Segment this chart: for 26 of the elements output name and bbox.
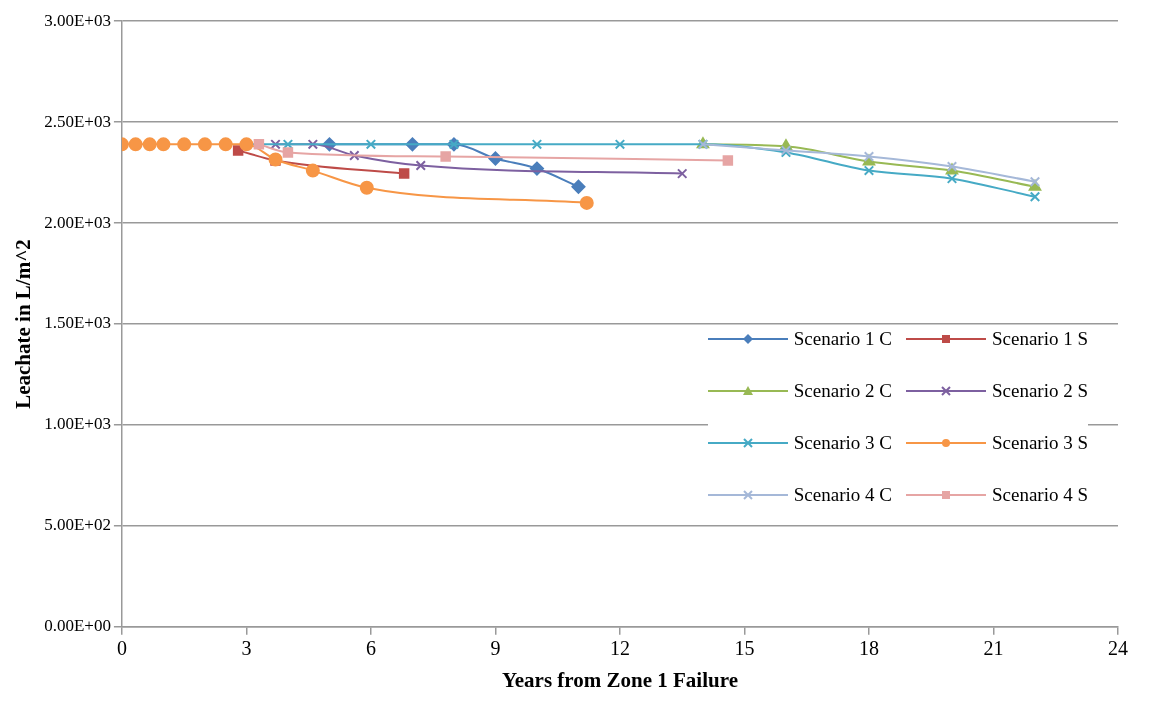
x-tick-label: 21 [983, 637, 1004, 660]
x-axis-title: Years from Zone 1 Failure [501, 667, 738, 692]
y-tick-label: 1.50E+03 [44, 313, 111, 333]
y-tick-label: 3.00E+03 [44, 10, 111, 30]
x-tick-label: 24 [1108, 637, 1128, 660]
y-tick-label: 1.00E+03 [44, 414, 111, 434]
legend-label: Scenario 1 S [991, 328, 1088, 350]
y-axis-title: Leachate in L/m^2 [11, 239, 36, 409]
x-tick-label: 15 [734, 637, 755, 660]
legend-label: Scenario 3 C [793, 432, 892, 454]
y-tick-label: 5.00E+02 [44, 515, 111, 535]
y-tick-label: 2.50E+03 [44, 111, 111, 131]
x-tick-label: 6 [365, 637, 376, 660]
y-tick-label: 2.00E+03 [44, 212, 111, 232]
y-tick-label: 0.00E+00 [44, 616, 111, 636]
x-tick-label: 0 [116, 637, 127, 660]
legend-label: Scenario 2 C [793, 380, 892, 402]
legend-label: Scenario 3 S [991, 432, 1088, 454]
legend-label: Scenario 2 S [991, 380, 1088, 402]
legend-label: Scenario 4 S [991, 484, 1088, 506]
legend-label: Scenario 1 C [793, 328, 892, 350]
x-tick-label: 18 [858, 637, 879, 660]
legend-label: Scenario 4 C [793, 484, 892, 506]
x-tick-label: 12 [609, 637, 630, 660]
x-tick-label: 9 [490, 637, 501, 660]
x-tick-label: 3 [241, 637, 252, 660]
